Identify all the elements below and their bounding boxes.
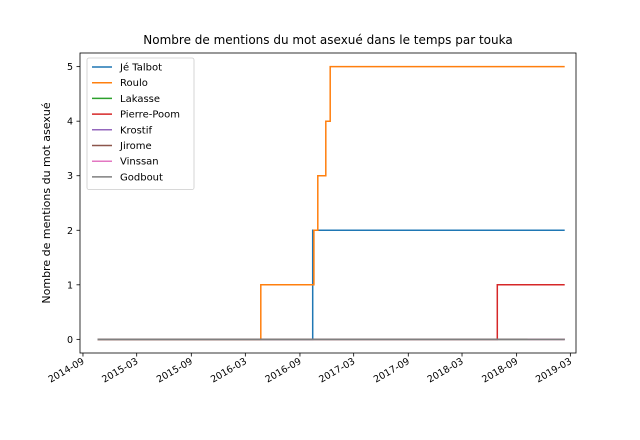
series-layer: [97, 65, 565, 341]
chart-title: Nombre de mentions du mot asexué dans le…: [143, 33, 512, 47]
x-tick-label-4: 2016-09: [264, 356, 304, 385]
legend-label-5: Jirome: [119, 141, 152, 152]
x-tick-label-2: 2015-09: [155, 356, 195, 385]
legend-label-3: Pierre-Poom: [120, 110, 180, 121]
y-tick-label-4: 4: [67, 117, 73, 128]
legend-box: [86, 57, 195, 191]
x-tick-label-3: 2016-03: [209, 356, 249, 385]
series-line-1: [97, 65, 565, 341]
series-line-3: [97, 284, 565, 341]
y-axis-label: Nombre de mentions du mot asexué: [40, 102, 53, 303]
y-tick-label-1: 1: [67, 280, 73, 291]
x-tick-label-6: 2017-09: [372, 356, 412, 385]
legend-label-4: Krostif: [120, 125, 152, 136]
x-tick-label-5: 2017-03: [317, 356, 357, 385]
x-tick-label-0: 2014-09: [47, 356, 87, 385]
plot-frame: [79, 52, 577, 354]
x-tick-label-9: 2019-03: [534, 356, 574, 385]
legend: Jé Talbot Roulo Lakasse Pierre-Poom Krostif J…: [86, 57, 195, 191]
legend-label-7: Godbout: [120, 172, 163, 183]
legend-label-0: Jé Talbot: [119, 62, 162, 74]
legend-label-1: Roulo: [120, 78, 148, 89]
y-tick-label-3: 3: [67, 171, 73, 182]
x-tick-label-7: 2018-03: [426, 356, 466, 385]
legend-label-6: Vinssan: [120, 157, 159, 168]
series-line-0: [97, 229, 565, 341]
y-tick-label-2: 2: [67, 226, 73, 237]
legend-label-2: Lakasse: [120, 94, 160, 105]
y-tick-label-0: 0: [67, 335, 73, 346]
x-tick-label-8: 2018-09: [480, 356, 520, 385]
y-tick-label-5: 5: [67, 62, 73, 73]
x-tick-label-1: 2015-03: [100, 356, 140, 385]
